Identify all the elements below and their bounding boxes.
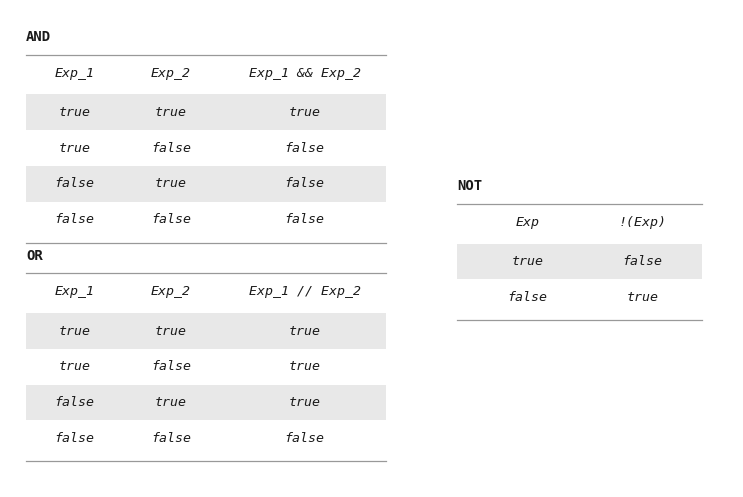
Text: Exp_1 // Exp_2: Exp_1 // Exp_2 xyxy=(249,285,360,299)
Text: false: false xyxy=(285,142,325,155)
Text: true: true xyxy=(58,106,91,119)
Text: true: true xyxy=(58,325,91,337)
Text: Exp_1 && Exp_2: Exp_1 && Exp_2 xyxy=(249,67,360,80)
Text: false: false xyxy=(285,177,325,190)
Text: true: true xyxy=(155,106,187,119)
Text: true: true xyxy=(288,106,321,119)
Text: AND: AND xyxy=(26,30,51,44)
Text: true: true xyxy=(155,177,187,190)
Text: true: true xyxy=(58,142,91,155)
Text: true: true xyxy=(155,396,187,409)
Text: false: false xyxy=(54,396,94,409)
Text: true: true xyxy=(58,360,91,373)
FancyBboxPatch shape xyxy=(26,385,386,420)
Text: false: false xyxy=(54,213,94,226)
Text: OR: OR xyxy=(26,248,43,262)
Text: Exp_2: Exp_2 xyxy=(151,285,191,299)
Text: false: false xyxy=(151,142,191,155)
Text: true: true xyxy=(288,396,321,409)
Text: Exp_1: Exp_1 xyxy=(54,285,94,299)
FancyBboxPatch shape xyxy=(26,313,386,349)
Text: true: true xyxy=(626,291,659,304)
Text: false: false xyxy=(54,177,94,190)
Text: false: false xyxy=(285,213,325,226)
Text: true: true xyxy=(288,360,321,373)
Text: Exp_2: Exp_2 xyxy=(151,67,191,80)
Text: false: false xyxy=(507,291,548,304)
Text: Exp_1: Exp_1 xyxy=(54,67,94,80)
Text: false: false xyxy=(151,432,191,445)
Text: NOT: NOT xyxy=(457,179,482,193)
FancyBboxPatch shape xyxy=(26,166,386,202)
Text: true: true xyxy=(511,255,544,268)
Text: false: false xyxy=(151,213,191,226)
Text: false: false xyxy=(623,255,663,268)
Text: false: false xyxy=(151,360,191,373)
Text: !(Exp): !(Exp) xyxy=(619,216,666,229)
FancyBboxPatch shape xyxy=(457,244,702,279)
Text: Exp: Exp xyxy=(516,216,539,229)
FancyBboxPatch shape xyxy=(26,94,386,130)
Text: false: false xyxy=(285,432,325,445)
Text: false: false xyxy=(54,432,94,445)
Text: true: true xyxy=(155,325,187,337)
Text: true: true xyxy=(288,325,321,337)
